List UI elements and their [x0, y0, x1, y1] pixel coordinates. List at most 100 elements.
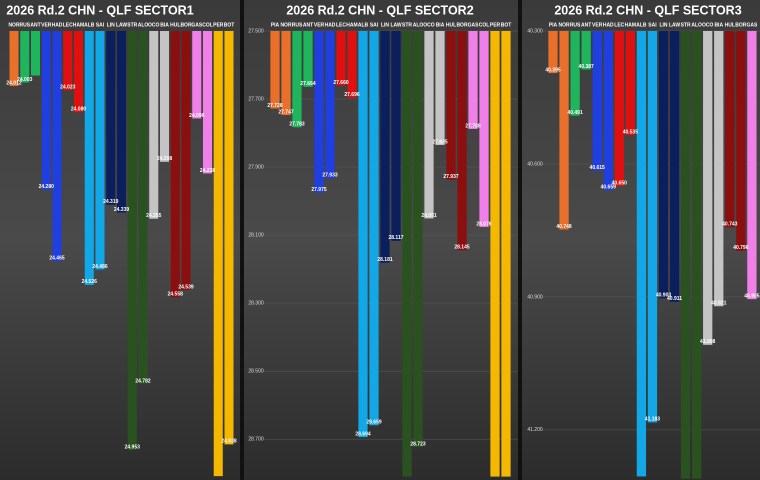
bar [380, 31, 390, 263]
value-label: 24.953 [125, 445, 141, 451]
x-tick-label: BOR [735, 22, 747, 28]
bar [369, 31, 379, 426]
value-label: 24.938 [221, 439, 237, 445]
value-label: 27.788 [465, 123, 481, 129]
value-label: 28.694 [355, 431, 371, 437]
x-tick-label: VER [592, 22, 603, 28]
bar [592, 31, 602, 171]
bar [159, 31, 170, 162]
bar [127, 31, 137, 451]
value-label: 40.903 [656, 293, 672, 299]
x-tick-label: LIN [659, 22, 667, 28]
x-tick-label: BIA [436, 22, 445, 28]
bar [490, 31, 500, 477]
x-tick-label: RUS [292, 22, 303, 28]
bar [9, 31, 19, 86]
x-tick-label: STR [127, 22, 137, 28]
value-label: 40.748 [556, 224, 572, 230]
y-tick-label: 28.700 [248, 437, 264, 443]
bar [647, 31, 658, 423]
y-tick-label: 27.700 [248, 96, 264, 102]
value-label: 24.782 [135, 378, 151, 384]
value-label: 28.051 [421, 213, 437, 219]
bar [457, 31, 467, 251]
x-tick-label: GAS [468, 22, 480, 28]
value-label: 24.558 [168, 292, 184, 298]
bar [714, 31, 724, 307]
x-tick-label: STR [402, 22, 412, 28]
bar [20, 31, 30, 83]
value-label: 40.796 [733, 245, 749, 251]
value-label: 28.145 [454, 245, 470, 251]
bar [358, 31, 368, 438]
x-tick-label: PER [213, 22, 224, 28]
value-label: 24.319 [103, 199, 119, 205]
bar [30, 31, 41, 76]
bar [213, 31, 223, 477]
bar [270, 31, 280, 109]
bar [106, 31, 116, 205]
x-tick-label: BIA [160, 22, 169, 28]
value-label: 40.395 [545, 67, 561, 73]
value-label: 27.835 [432, 139, 448, 145]
bar [181, 31, 191, 290]
value-label: 24.096 [189, 113, 205, 119]
x-tick-label: BOR [180, 22, 192, 28]
bar [138, 31, 148, 385]
x-tick-label: ANT [30, 22, 40, 28]
bar [669, 31, 680, 302]
bar [424, 31, 434, 219]
value-label: 28.117 [388, 235, 403, 241]
value-label: 27.747 [278, 109, 294, 115]
value-label: 28.659 [366, 420, 382, 426]
x-tick-label: PER [490, 22, 501, 28]
y-tick-label: 28.100 [248, 232, 264, 238]
value-label: 24.023 [60, 85, 76, 91]
y-tick-label: 41.200 [527, 427, 543, 433]
bar [446, 31, 456, 180]
value-label: 27.975 [311, 187, 327, 193]
bar [603, 31, 613, 191]
bar [314, 31, 324, 193]
bar [570, 31, 580, 116]
y-tick-label: 40.900 [527, 294, 543, 300]
x-tick-label: VER [314, 22, 325, 28]
x-tick-label: HAM [346, 22, 357, 28]
value-label: 24.012 [6, 80, 22, 86]
value-label: 40.659 [601, 184, 617, 190]
value-label: 41.183 [645, 417, 661, 423]
x-tick-label: NOR [280, 22, 292, 28]
value-label: 27.728 [267, 103, 283, 109]
x-tick-label: LAW [390, 22, 401, 28]
bar [692, 31, 702, 479]
bar [559, 31, 569, 230]
x-tick-label: COL [202, 22, 213, 28]
chart-title: 2026 Rd.2 CHN - QLF SECTOR3 [554, 3, 741, 17]
x-tick-label: SAI [648, 22, 657, 28]
x-tick-label: VER [41, 22, 52, 28]
x-tick-label: RUS [570, 22, 581, 28]
value-label: 40.911 [667, 296, 682, 302]
bar [736, 31, 746, 251]
value-label: 27.696 [344, 92, 360, 98]
bar [73, 31, 84, 113]
bar [725, 31, 735, 228]
bar [170, 31, 180, 298]
value-label: 24.280 [39, 184, 55, 190]
x-tick-label: BOT [224, 22, 235, 28]
bar [292, 31, 302, 128]
bar [84, 31, 94, 285]
panel: NOR RUS ANT VER HAD LEC HAM ALB SAI LIN LAW STR ALO O… [0, 0, 240, 480]
bar [63, 31, 73, 91]
x-tick-label: LAW [116, 22, 127, 28]
x-tick-label: ALO [413, 22, 424, 28]
value-label: 24.355 [146, 213, 162, 219]
x-tick-label: STR [681, 22, 691, 28]
x-tick-label: COL [479, 22, 490, 28]
value-label: 24.238 [200, 168, 216, 174]
bar [347, 31, 357, 98]
value-label: 40.921 [711, 301, 727, 307]
bar [501, 31, 511, 477]
